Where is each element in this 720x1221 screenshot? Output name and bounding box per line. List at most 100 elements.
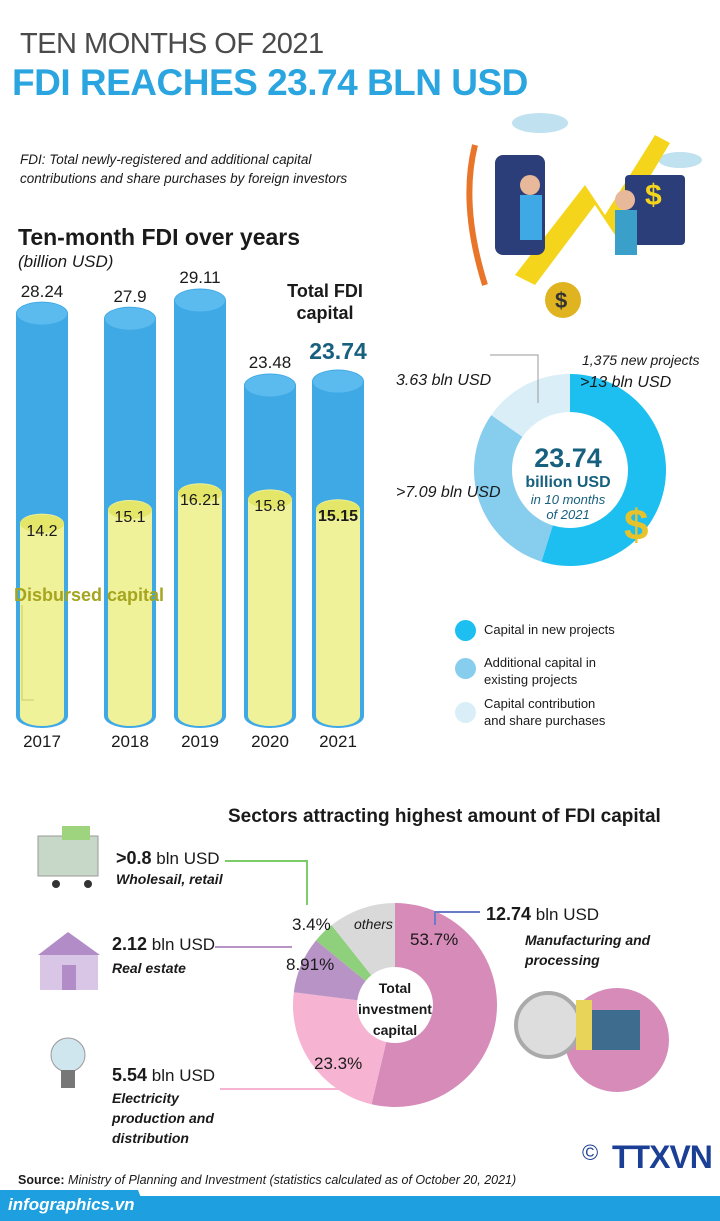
electricity-name: Electricity production and distribution [112, 1090, 214, 1146]
factory-gear-icon [514, 988, 669, 1092]
svg-text:$: $ [555, 288, 567, 313]
slice-manufacturing [371, 903, 497, 1107]
bar-chart-title: Ten-month FDI over years [18, 224, 301, 250]
pct-wholesale: 3.4% [292, 915, 331, 934]
slice-capital-contribution [491, 374, 570, 437]
legend-additional: Additional capital in existing projects [484, 655, 597, 687]
bar-disbursed-2019 [178, 483, 222, 726]
real-estate-name: Real estate [112, 960, 186, 976]
legend-swatch-additional [455, 658, 476, 679]
main-title: FDI REACHES 23.74 BLN USD [12, 62, 528, 103]
source-text: Ministry of Planning and Investment (sta… [68, 1173, 517, 1187]
additional-capital-label: >7.09 bln USD [396, 484, 501, 501]
center-value: 23.74 [534, 443, 602, 473]
bar-top-2020 [245, 374, 295, 397]
bar-disbursed-2021 [316, 499, 360, 726]
others-label: others [354, 916, 393, 932]
fdi-composition-donut: $ [474, 374, 666, 566]
year-label-2021: 2021 [319, 732, 357, 751]
dollar-icon: $ [624, 501, 648, 550]
year-label-2019: 2019 [181, 732, 219, 751]
supertitle: TEN MONTHS OF 2021 [20, 28, 324, 60]
svg-text:$: $ [645, 179, 662, 212]
ttxvn-logo: TTXVN [612, 1139, 713, 1175]
bar-disbursed-top-2019 [178, 484, 222, 503]
total-value-2020: 23.48 [248, 353, 292, 373]
value: 5.54 [112, 1065, 148, 1085]
slice-others [331, 903, 395, 976]
manufacturing-value: 12.74 bln USD [486, 904, 599, 925]
bar-disbursed-top-2021 [316, 500, 360, 519]
legend-swatch-new [455, 620, 476, 641]
bar-disbursed-top-2020 [248, 490, 292, 509]
contribution-capital-label: 3.63 bln USD [396, 372, 492, 389]
legend-contribution: Capital contribution and share purchases [484, 696, 606, 728]
center-note: in 10 months [530, 492, 606, 507]
bar-top-2018 [105, 307, 155, 330]
disbursed-label: Disbursed capital [14, 585, 165, 605]
site-link[interactable]: infographics.vn [8, 1195, 135, 1214]
wholesale-value: >0.8 bln USD [116, 848, 220, 869]
bar-chart [16, 288, 364, 728]
year-label-2017: 2017 [23, 732, 61, 751]
new-capital-label: >13 bln USD [580, 374, 672, 391]
value: 2.12 [112, 934, 148, 954]
disbursed-value-2020: 15.8 [254, 498, 286, 516]
unit: bln USD [151, 935, 216, 954]
house-icon [38, 932, 100, 990]
total-fdi-label: Total FDI capital [287, 281, 363, 323]
sectors-donut [293, 903, 497, 1107]
manufacturing-name: Manufacturing and processing [525, 932, 651, 968]
source-note: Source: Ministry of Planning and Investm… [18, 1172, 516, 1188]
pct-manufacturing: 53.7% [410, 930, 459, 949]
disbursed-value-2017: 14.2 [26, 522, 58, 540]
slice-new-projects [541, 374, 666, 566]
total-value-2021: 23.74 [309, 337, 367, 364]
unit: bln USD [156, 849, 220, 868]
electricity-value: 5.54 bln USD [112, 1065, 215, 1086]
bar-top-2019 [175, 289, 225, 312]
value: 12.74 [486, 904, 532, 924]
bar-top-2017 [17, 302, 67, 325]
total-value-2019: 29.11 [179, 268, 221, 288]
center-note2: of 2021 [546, 507, 590, 522]
sectors-center-label: Total investment capital [358, 980, 432, 1038]
disbursed-value-2019: 16.21 [179, 492, 221, 510]
bar-disbursed-top-2018 [108, 500, 152, 519]
slice-real-estate [293, 940, 366, 1001]
handshake-illustration: $ $ [466, 113, 702, 318]
slice-wholesale [316, 925, 372, 981]
total-value-2018: 27.9 [113, 286, 147, 306]
disbursed-leader [21, 605, 34, 701]
real-estate-value: 2.12 bln USD [112, 934, 215, 955]
donut1-center: 23.74 billion USD in 10 months of 2021 [480, 443, 656, 522]
bar-disbursed-2020 [248, 489, 292, 726]
pct-real-estate: 8.91% [286, 955, 335, 974]
unit: bln USD [535, 905, 600, 924]
disbursed-value-2021: 15.15 [317, 508, 359, 526]
slice-electricity [293, 992, 387, 1105]
unit: bln USD [151, 1066, 216, 1085]
fdi-definition: FDI: Total newly-registered and addition… [20, 152, 348, 186]
year-label-2018: 2018 [111, 732, 149, 751]
sectors-title: Sectors attracting highest amount of FDI… [228, 806, 661, 827]
new-projects-count: 1,375 new projects [582, 352, 700, 368]
wholesale-name: Wholesail, retail [116, 871, 223, 887]
footer-brand-band [0, 1190, 150, 1221]
bar-disbursed-top-2017 [20, 514, 64, 533]
total-value-2017: 28.24 [20, 281, 64, 301]
year-label-2020: 2020 [251, 732, 289, 751]
source-label: Source: [18, 1173, 65, 1187]
disbursed-value-2018: 15.1 [114, 508, 146, 526]
slice-additional-capital [474, 415, 553, 562]
value: >0.8 [116, 848, 152, 868]
shopping-cart-icon [37, 826, 99, 888]
bar-top-2021 [313, 370, 363, 393]
bar-chart-unit: (billion USD) [18, 252, 114, 271]
bar-disbursed-2018 [108, 499, 152, 726]
pct-electricity: 23.3% [314, 1054, 363, 1073]
legend-new: Capital in new projects [484, 622, 615, 637]
bar-disbursed-2017 [20, 513, 64, 726]
center-unit: billion USD [525, 474, 611, 491]
light-bulb-icon [50, 1037, 86, 1088]
